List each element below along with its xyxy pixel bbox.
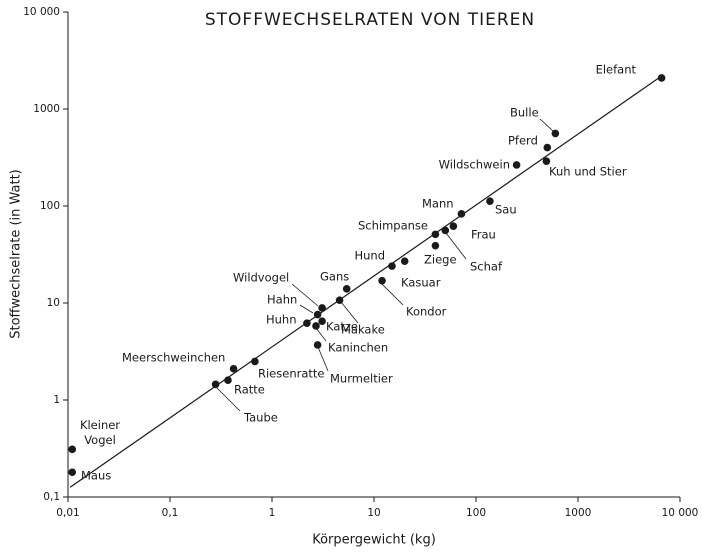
point	[431, 241, 440, 250]
x-tick-label: 0,01	[56, 507, 79, 519]
point-label: Kuh und Stier	[549, 165, 627, 179]
point-label: Riesenratte	[258, 367, 324, 381]
point	[431, 230, 440, 239]
leader-line	[315, 327, 327, 342]
point-label: Kleiner Vogel	[80, 418, 120, 447]
point	[542, 157, 551, 165]
point-label: Frau	[471, 228, 496, 242]
y-tick-label: 10 000	[23, 6, 60, 18]
point	[512, 161, 521, 169]
point	[224, 376, 232, 385]
point	[312, 322, 320, 330]
y-tick-label: 100	[40, 200, 60, 212]
point	[441, 226, 450, 235]
x-axis-label: Körpergewicht (kg)	[312, 533, 436, 548]
point	[303, 319, 311, 327]
point	[551, 129, 560, 138]
point-label: Meerschweinchen	[122, 351, 225, 365]
point	[318, 304, 326, 312]
point	[449, 222, 458, 230]
point-label: Wildvogel	[233, 271, 289, 285]
point	[378, 276, 386, 285]
point	[318, 317, 326, 325]
point	[229, 364, 238, 373]
y-tick-label: 0,1	[43, 491, 60, 503]
point-label: Hahn	[267, 293, 297, 307]
point-label: Wildschwein	[439, 158, 510, 172]
x-tick-label: 1000	[565, 507, 592, 519]
point-label: Elefant	[596, 63, 637, 77]
point	[335, 296, 344, 304]
x-tick-label: 10	[367, 507, 380, 519]
leader-line	[291, 283, 319, 307]
point	[211, 380, 220, 389]
point	[313, 341, 322, 349]
x-tick-label: 10 000	[662, 507, 699, 519]
point-label: Murmeltier	[330, 372, 393, 386]
trend-line	[69, 75, 662, 488]
point-label: Katze	[326, 320, 358, 334]
point	[457, 210, 466, 218]
point-label: Kasuar	[401, 276, 441, 290]
x-tick-label: 100	[466, 507, 486, 519]
leader-line	[215, 386, 241, 412]
point-label: Huhn	[266, 313, 297, 327]
point-label: Ratte	[234, 383, 265, 397]
point-label: Taube	[243, 411, 278, 425]
point-label: Ziege	[424, 253, 457, 267]
point	[68, 468, 77, 477]
point	[342, 285, 351, 293]
point-label: Hund	[354, 249, 385, 263]
y-tick-label: 1000	[33, 103, 60, 115]
leader-line	[539, 118, 554, 132]
point-label: Mann	[422, 197, 454, 211]
x-tick-label: 1	[269, 507, 276, 519]
point-label: Kondor	[406, 305, 447, 319]
point	[657, 74, 666, 82]
point-label: Maus	[81, 469, 111, 483]
point-label: Gans	[320, 270, 349, 284]
point-label: Pferd	[508, 134, 538, 148]
leader-line	[340, 301, 359, 324]
y-tick-label: 1	[53, 394, 60, 406]
point	[400, 257, 409, 265]
leader-line	[317, 346, 329, 372]
chart-title: STOFFWECHSELRATEN VON TIEREN	[205, 10, 535, 30]
point	[543, 143, 552, 152]
point-label: Makake	[341, 323, 385, 337]
point	[313, 310, 322, 319]
point	[388, 262, 396, 270]
point-label: Bulle	[510, 106, 539, 120]
leader-line	[445, 232, 467, 260]
point-label: Sau	[495, 203, 517, 217]
y-tick-label: 10	[47, 297, 60, 309]
point	[251, 357, 259, 366]
point-label: Kaninchen	[328, 341, 388, 355]
point-label: Schaf	[470, 260, 503, 274]
y-axis-label: Stoffwechselrate (in Watt)	[9, 169, 24, 339]
point	[68, 445, 77, 454]
point	[486, 197, 494, 206]
leader-line	[380, 282, 404, 306]
leader-line	[299, 304, 314, 314]
x-tick-label: 0,1	[162, 507, 179, 519]
point-label: Schimpanse	[358, 219, 428, 233]
